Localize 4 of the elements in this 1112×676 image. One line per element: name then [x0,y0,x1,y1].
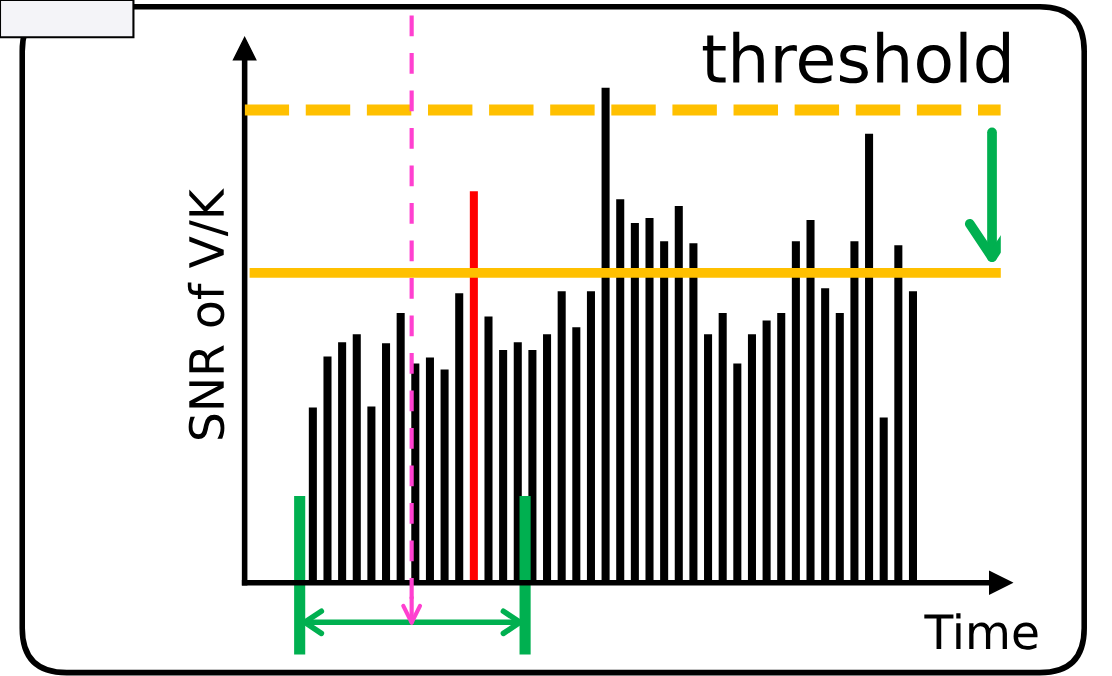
x-axis-title: Time [924,613,1038,650]
y-axis-title: SNR of V/K [187,188,229,439]
text: threshold [702,31,1009,84]
bar [469,191,478,583]
